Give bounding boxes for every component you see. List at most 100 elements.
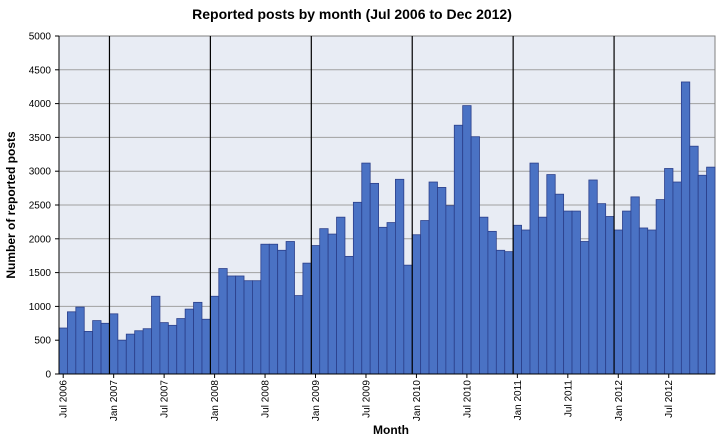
bar xyxy=(201,318,211,375)
y-tick-label: 1500 xyxy=(29,268,52,279)
y-tick-label: 3000 xyxy=(29,167,52,178)
bar xyxy=(420,220,430,375)
bar xyxy=(638,227,649,375)
bar xyxy=(403,264,413,375)
x-tick-label: Jul 2006 xyxy=(59,380,70,418)
bar xyxy=(504,251,514,375)
y-tick-label: 3500 xyxy=(29,133,52,144)
bar xyxy=(428,181,438,375)
bar xyxy=(344,255,354,375)
x-tick-label: Jul 2009 xyxy=(361,380,372,418)
y-tick-label: 2000 xyxy=(29,234,52,245)
bar xyxy=(209,295,220,375)
bar xyxy=(521,229,531,375)
bar xyxy=(151,295,161,375)
bar xyxy=(117,339,127,375)
bar xyxy=(672,181,682,375)
bar xyxy=(252,280,262,375)
bar xyxy=(613,229,623,375)
bar xyxy=(268,243,279,375)
bar xyxy=(437,187,447,375)
year-dividers xyxy=(108,36,615,374)
x-tick-label: Jul 2010 xyxy=(462,380,473,418)
bar xyxy=(655,199,665,375)
y-tick-label: 4000 xyxy=(29,99,52,110)
bar xyxy=(361,162,371,375)
bar xyxy=(453,124,464,375)
bar xyxy=(243,280,253,375)
x-tick-label: Jan 2010 xyxy=(412,380,423,422)
bar xyxy=(58,327,68,375)
bar xyxy=(706,166,716,375)
bar xyxy=(109,313,119,375)
bar xyxy=(554,193,565,375)
bar xyxy=(470,136,480,375)
bar xyxy=(680,81,691,375)
bar xyxy=(92,320,102,375)
bar xyxy=(487,230,497,375)
x-tick-label: Jan 2012 xyxy=(614,380,625,422)
bar xyxy=(277,249,287,375)
y-tick-label: 2500 xyxy=(29,201,52,212)
bar xyxy=(395,178,405,375)
bar xyxy=(512,224,522,375)
y-tick-label: 1000 xyxy=(29,302,52,313)
bar xyxy=(495,249,506,375)
bar xyxy=(184,308,194,375)
bars xyxy=(58,81,716,375)
bar xyxy=(226,275,237,375)
bar xyxy=(664,168,674,375)
x-tick-label: Jan 2008 xyxy=(210,380,221,422)
bar xyxy=(159,322,169,375)
bar xyxy=(302,262,312,375)
bar xyxy=(319,228,329,375)
bar xyxy=(445,205,455,375)
bar xyxy=(571,210,581,375)
bar xyxy=(588,179,598,375)
bar xyxy=(134,330,144,375)
y-tick-label: 500 xyxy=(34,336,51,347)
x-tick-label: Jul 2008 xyxy=(261,380,272,418)
bar xyxy=(167,324,178,375)
bar xyxy=(622,210,632,375)
bar xyxy=(75,306,85,375)
bar xyxy=(605,216,615,375)
bar xyxy=(630,196,640,375)
bar xyxy=(479,216,489,375)
bar xyxy=(67,311,77,375)
x-tick-label: Jan 2007 xyxy=(109,380,120,422)
bar xyxy=(529,162,539,375)
bar xyxy=(285,241,295,375)
bar xyxy=(260,243,270,375)
bar xyxy=(647,229,657,375)
bar xyxy=(193,301,203,375)
bar xyxy=(83,331,94,375)
bar xyxy=(176,318,186,375)
bar xyxy=(327,233,337,375)
y-tick-label: 5000 xyxy=(29,32,52,43)
y-axis-ticks: 0 500 1000 1500 2000 2500 3000 3500 4000 4500 5000 xyxy=(29,32,59,381)
bar xyxy=(386,222,396,375)
bar xyxy=(697,174,707,375)
y-tick-label: 0 xyxy=(45,370,51,381)
bar xyxy=(689,145,699,375)
bar xyxy=(378,226,388,375)
bar xyxy=(125,333,136,375)
bar xyxy=(369,182,379,375)
y-tick-label: 4500 xyxy=(29,65,52,76)
x-tick-label: Jul 2012 xyxy=(664,380,675,418)
y-axis-title: Number of reported posts xyxy=(4,131,18,279)
bar xyxy=(580,241,590,375)
chart-title: Reported posts by month (Jul 2006 to Dec… xyxy=(192,6,512,22)
bar xyxy=(462,105,472,375)
bar xyxy=(310,245,321,375)
bar xyxy=(218,268,228,375)
x-axis-title: Month xyxy=(373,423,409,437)
bar xyxy=(142,328,152,375)
x-tick-label: Jan 2009 xyxy=(311,380,322,422)
bar xyxy=(336,216,346,375)
bar xyxy=(563,210,573,375)
x-tick-label: Jul 2007 xyxy=(160,380,171,418)
